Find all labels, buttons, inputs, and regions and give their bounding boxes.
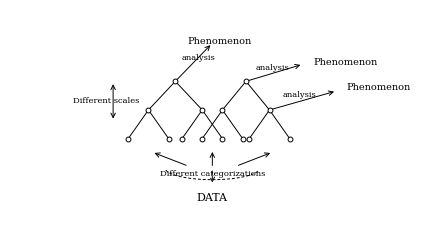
- Text: Different categorizations: Different categorizations: [160, 170, 265, 178]
- Text: DATA: DATA: [197, 193, 228, 203]
- Text: analysis: analysis: [256, 64, 290, 72]
- Text: Phenomenon: Phenomenon: [187, 37, 251, 46]
- Text: Phenomenon: Phenomenon: [347, 83, 411, 92]
- Text: analysis: analysis: [283, 91, 317, 99]
- Text: Phenomenon: Phenomenon: [313, 58, 378, 67]
- Text: analysis: analysis: [182, 54, 216, 62]
- Text: Different scales: Different scales: [73, 97, 139, 105]
